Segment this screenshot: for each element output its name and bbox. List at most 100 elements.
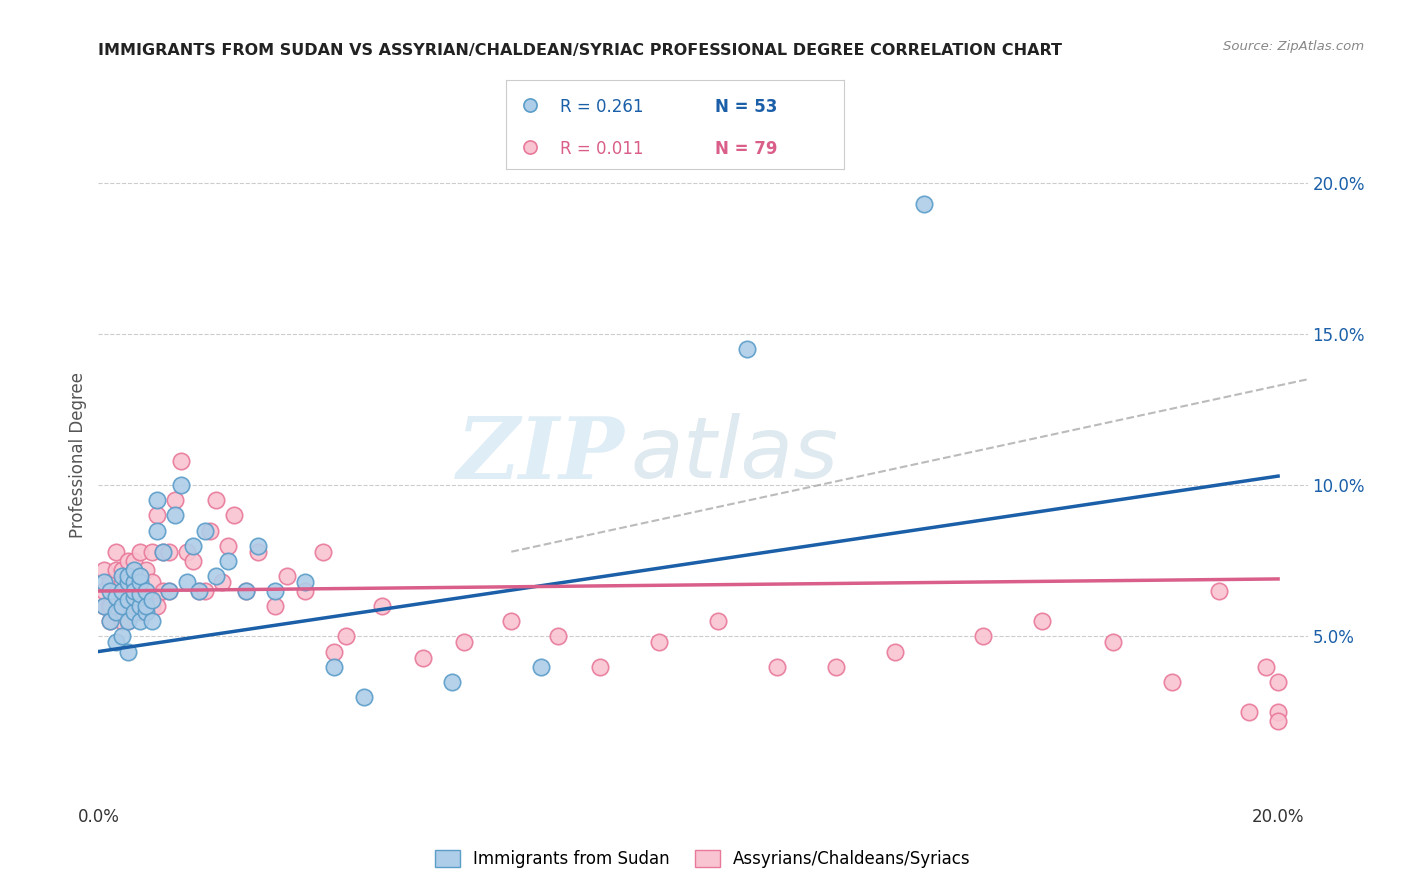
Point xyxy=(122,563,145,577)
Text: ZIP: ZIP xyxy=(457,413,624,497)
Point xyxy=(98,615,121,629)
Point xyxy=(93,599,115,614)
Point xyxy=(128,605,150,619)
Point xyxy=(135,605,157,619)
Point xyxy=(122,574,145,589)
Point xyxy=(412,650,434,665)
Point xyxy=(157,584,180,599)
Point xyxy=(311,545,333,559)
Point xyxy=(122,574,145,589)
Text: Source: ZipAtlas.com: Source: ZipAtlas.com xyxy=(1223,40,1364,54)
Point xyxy=(152,584,174,599)
Point xyxy=(111,599,134,614)
Point xyxy=(530,659,553,673)
Point xyxy=(98,584,121,599)
Point xyxy=(128,587,150,601)
Point xyxy=(205,569,228,583)
Point xyxy=(98,615,121,629)
Point xyxy=(222,508,245,523)
Point xyxy=(111,584,134,599)
Point xyxy=(111,615,134,629)
Point xyxy=(264,599,287,614)
Point xyxy=(1208,584,1230,599)
Point xyxy=(117,644,139,658)
Point xyxy=(1161,674,1184,689)
Point xyxy=(294,584,316,599)
Point xyxy=(146,524,169,538)
Point xyxy=(141,593,163,607)
Point xyxy=(1267,714,1289,728)
Point xyxy=(105,545,128,559)
Point xyxy=(157,545,180,559)
Point xyxy=(122,590,145,604)
Point xyxy=(122,584,145,599)
Point xyxy=(1237,705,1260,719)
Point xyxy=(235,584,257,599)
Point xyxy=(589,659,612,673)
Point xyxy=(135,605,157,619)
Point xyxy=(1102,635,1125,649)
Point xyxy=(217,554,239,568)
Point xyxy=(105,605,128,619)
Point xyxy=(170,478,193,492)
Point xyxy=(141,599,163,614)
Point xyxy=(117,569,139,583)
Point xyxy=(135,563,157,577)
Point xyxy=(93,563,115,577)
Point xyxy=(117,569,139,583)
Point xyxy=(122,554,145,568)
Point xyxy=(128,599,150,614)
Point xyxy=(146,508,169,523)
Point xyxy=(122,605,145,619)
Point xyxy=(181,554,204,568)
Point xyxy=(276,569,298,583)
Point xyxy=(187,584,209,599)
Point xyxy=(883,644,905,658)
Point xyxy=(235,584,257,599)
Point xyxy=(152,545,174,559)
Point xyxy=(211,574,233,589)
Point xyxy=(98,599,121,614)
Point xyxy=(165,508,187,523)
Point xyxy=(128,545,150,559)
Point xyxy=(93,574,115,589)
Point xyxy=(441,674,464,689)
Point xyxy=(111,569,134,583)
Point xyxy=(128,615,150,629)
Point xyxy=(353,690,375,704)
Point xyxy=(105,584,128,599)
Point xyxy=(157,584,180,599)
Point xyxy=(176,545,198,559)
Point xyxy=(105,563,128,577)
Point xyxy=(323,659,346,673)
Point xyxy=(93,599,115,614)
Point xyxy=(246,539,269,553)
Point xyxy=(181,539,204,553)
Legend: Immigrants from Sudan, Assyrians/Chaldeans/Syriacs: Immigrants from Sudan, Assyrians/Chaldea… xyxy=(429,843,977,874)
Point xyxy=(246,545,269,559)
Point xyxy=(111,599,134,614)
Point xyxy=(648,635,671,649)
Point xyxy=(105,590,128,604)
Point xyxy=(735,342,758,356)
Point xyxy=(912,197,935,211)
Point xyxy=(141,615,163,629)
Point xyxy=(323,644,346,658)
Point xyxy=(135,584,157,599)
Point xyxy=(501,615,523,629)
Point xyxy=(117,584,139,599)
Point xyxy=(117,599,139,614)
Point xyxy=(111,574,134,589)
Point xyxy=(194,584,217,599)
Point xyxy=(217,539,239,553)
Point xyxy=(1031,615,1053,629)
Point xyxy=(105,635,128,649)
Point xyxy=(294,574,316,589)
Text: R = 0.011: R = 0.011 xyxy=(560,140,644,158)
Point xyxy=(117,615,139,629)
Point xyxy=(165,493,187,508)
Point xyxy=(128,574,150,589)
Point xyxy=(370,599,392,614)
Point xyxy=(335,629,357,643)
Point xyxy=(141,545,163,559)
